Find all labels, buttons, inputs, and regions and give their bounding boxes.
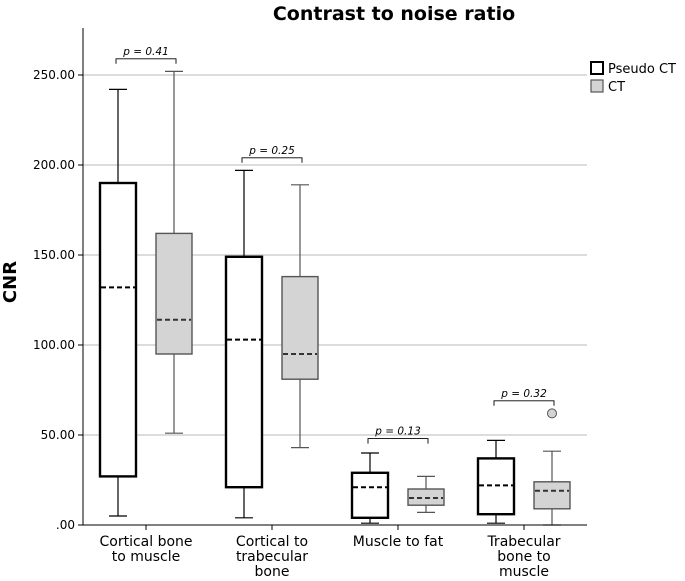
category-label-line: bone — [255, 564, 290, 580]
category-label-line: Cortical to — [236, 534, 308, 550]
y-tick-labels: .00 50.00 100.00 150.00 200.00 250.00 — [33, 68, 83, 532]
outlier-point — [547, 408, 557, 419]
bracket — [493, 400, 555, 406]
iqr-box — [224, 255, 264, 489]
category-label: Cortical bone to muscle — [99, 534, 192, 565]
iqr-box — [350, 471, 390, 519]
ct-box-2 — [407, 475, 445, 514]
iqr-box — [281, 275, 319, 380]
bracket — [115, 58, 177, 64]
category-label: Muscle to fat — [353, 534, 444, 550]
y-tick-label: 50.00 — [41, 428, 75, 442]
category-label-line: trabecular — [236, 549, 308, 565]
bracket — [367, 438, 429, 444]
bracket — [241, 157, 303, 163]
legend-label: Pseudo CT — [608, 62, 676, 77]
ct-box-0 — [155, 70, 193, 434]
pseudo-ct-box-1 — [224, 169, 264, 519]
pseudo-ct-box-2 — [350, 452, 390, 524]
p-value-label: p = 0.32 — [500, 388, 547, 400]
category-label-line: bone to — [497, 549, 550, 565]
iqr-box — [98, 181, 138, 478]
p-value-label: p = 0.25 — [248, 145, 295, 157]
iqr-box — [533, 481, 571, 510]
axes — [82, 28, 587, 526]
category-label-line: Cortical bone — [99, 534, 192, 550]
y-tick-label: 150.00 — [33, 248, 75, 262]
category-label: Cortical to trabecular bone — [236, 534, 308, 580]
p-value-annotation-1: p = 0.25 — [241, 145, 303, 163]
p-value-annotation-0: p = 0.41 — [115, 46, 177, 64]
p-value-annotation-2: p = 0.13 — [367, 426, 429, 444]
legend-swatch — [590, 61, 604, 75]
ct-box-1 — [281, 184, 319, 449]
y-tick-label: 200.00 — [33, 158, 75, 172]
category-label-line: muscle — [499, 564, 549, 580]
boxes — [98, 70, 571, 526]
legend: Pseudo CT CT — [590, 61, 676, 95]
p-value-annotation-3: p = 0.32 — [493, 388, 555, 406]
p-value-label: p = 0.13 — [374, 426, 421, 438]
pseudo-ct-box-0 — [98, 88, 138, 517]
y-tick-label: 100.00 — [33, 338, 75, 352]
category-label-line: to muscle — [112, 549, 181, 565]
chart-title: Contrast to noise ratio — [273, 3, 515, 25]
legend-item-pseudo-ct: Pseudo CT — [590, 61, 676, 77]
y-axis-label: CNR — [0, 261, 21, 303]
y-tick-label: 250.00 — [33, 68, 75, 82]
p-value-label: p = 0.41 — [122, 46, 169, 58]
category-labels: Cortical bone to muscle Cortical to trabecu… — [99, 525, 561, 580]
category-label-line: Muscle to fat — [353, 534, 444, 550]
iqr-box — [155, 232, 193, 355]
p-value-annotations: p = 0.41 p = 0.25 p = 0.13 p = 0.32 — [115, 46, 555, 444]
y-tick-label: .00 — [56, 518, 75, 532]
pseudo-ct-box-3 — [476, 439, 516, 524]
legend-item-ct: CT — [590, 79, 625, 95]
legend-label: CT — [608, 80, 625, 95]
ct-box-3 — [533, 408, 571, 526]
category-label-line: Trabecular — [486, 534, 560, 550]
category-label: Trabecular bone to muscle — [486, 534, 560, 580]
legend-swatch — [590, 79, 604, 93]
